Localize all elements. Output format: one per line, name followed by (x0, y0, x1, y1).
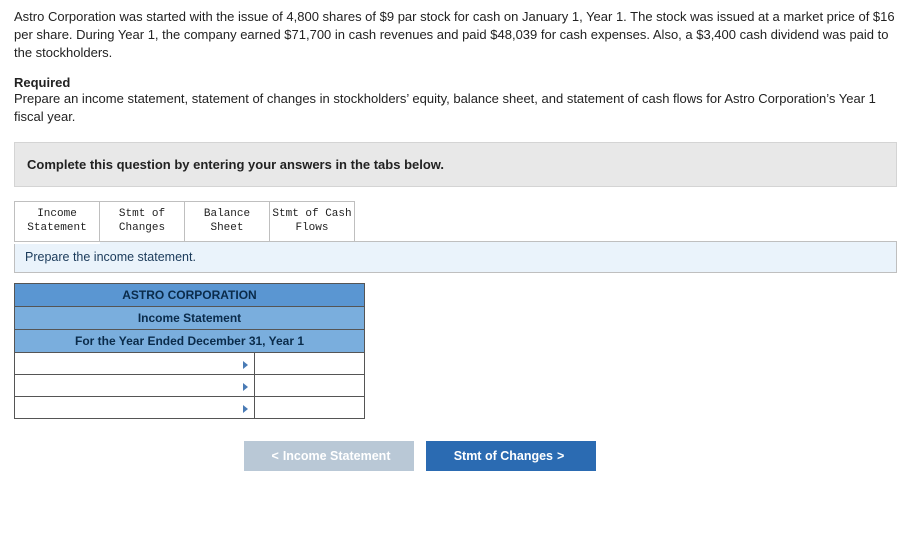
tab-stmt-of-cash-flows[interactable]: Stmt of Cash Flows (269, 201, 355, 243)
instruction-grey-box: Complete this question by entering your … (14, 142, 897, 187)
required-text: Prepare an income statement, statement o… (14, 90, 897, 126)
table-row (15, 397, 365, 419)
tab-label-line1: Income (37, 208, 77, 220)
table-row (15, 353, 365, 375)
tab-label-line2: Changes (119, 222, 165, 234)
tab-label-line2: Flows (295, 222, 328, 234)
tab-balance-sheet[interactable]: Balance Sheet (184, 201, 270, 243)
tab-label-line1: Stmt of Cash (272, 208, 351, 220)
tab-stmt-of-changes[interactable]: Stmt of Changes (99, 201, 185, 243)
tab-income-statement[interactable]: Income Statement (14, 201, 100, 243)
tab-label-line1: Balance (204, 208, 250, 220)
dropdown-handle-icon[interactable] (243, 361, 248, 369)
row-amount-cell[interactable] (255, 353, 365, 375)
prev-tab-button[interactable]: < Income Statement (244, 441, 414, 471)
row-label-cell[interactable] (15, 397, 255, 419)
row-label-cell[interactable] (15, 375, 255, 397)
income-statement-table: ASTRO CORPORATION Income Statement For t… (14, 283, 365, 419)
prev-button-label: Income Statement (283, 449, 391, 463)
next-button-label: Stmt of Changes (454, 449, 553, 463)
table-row (15, 375, 365, 397)
tabs-row: Income Statement Stmt of Changes Balance… (14, 201, 897, 243)
statement-company-header: ASTRO CORPORATION (15, 284, 365, 307)
tab-label-line2: Sheet (210, 222, 243, 234)
tab-label-line1: Stmt of (119, 208, 165, 220)
statement-title-header: Income Statement (15, 307, 365, 330)
problem-paragraph: Astro Corporation was started with the i… (14, 8, 897, 63)
chevron-right-icon: > (553, 449, 568, 463)
row-amount-cell[interactable] (255, 397, 365, 419)
dropdown-handle-icon[interactable] (243, 383, 248, 391)
next-tab-button[interactable]: Stmt of Changes > (426, 441, 596, 471)
statement-period-header: For the Year Ended December 31, Year 1 (15, 330, 365, 353)
grey-box-text: Complete this question by entering your … (27, 157, 444, 172)
row-amount-cell[interactable] (255, 375, 365, 397)
nav-row: < Income Statement Stmt of Changes > (14, 441, 897, 471)
tab-label-line2: Statement (27, 222, 86, 234)
tab-instruction-bar: Prepare the income statement. (14, 241, 897, 273)
dropdown-handle-icon[interactable] (243, 405, 248, 413)
chevron-left-icon: < (268, 449, 283, 463)
required-label: Required (14, 75, 897, 90)
row-label-cell[interactable] (15, 353, 255, 375)
